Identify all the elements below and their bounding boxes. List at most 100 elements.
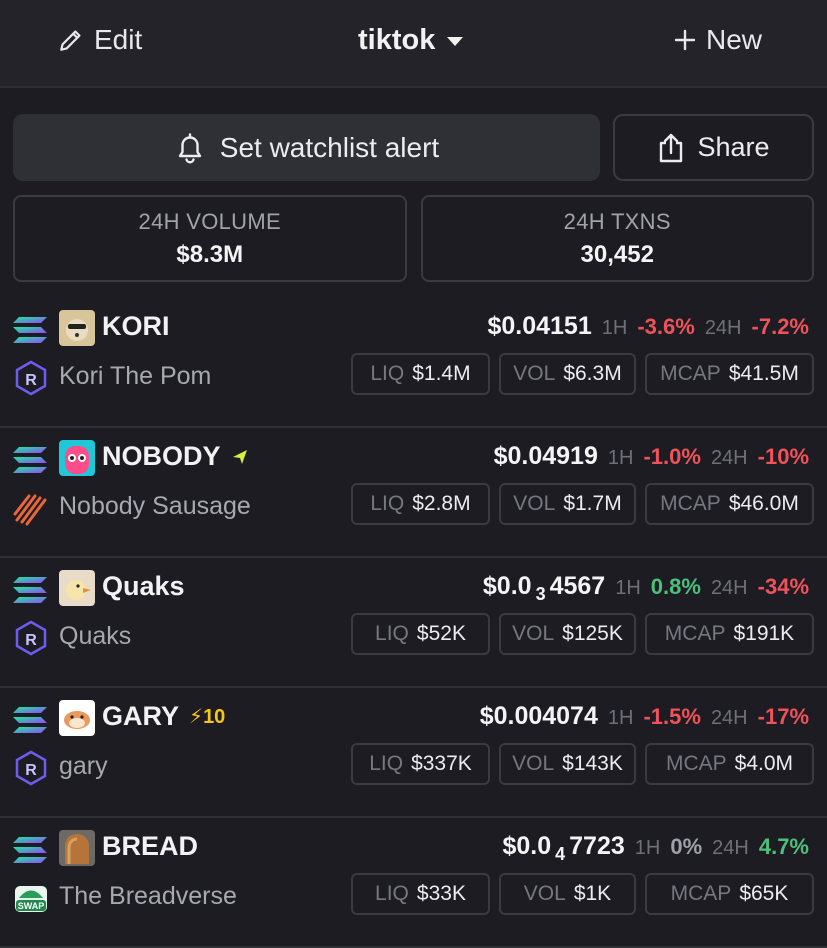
token-price: $0.0 3 4567 xyxy=(483,572,605,605)
change-24h-value: 4.7% xyxy=(758,834,809,859)
token-symbol-group: NOBODY xyxy=(102,441,249,472)
raydium-icon: R xyxy=(13,620,49,656)
volume-chip: VOL $143K xyxy=(499,743,636,785)
liq-value: $337K xyxy=(411,752,472,775)
raydium-icon: R xyxy=(13,750,49,786)
vol-label: VOL xyxy=(513,362,556,385)
token-symbol-group: BREAD xyxy=(102,831,198,862)
token-symbol-group: KORI xyxy=(102,311,170,342)
token-price: $0.0 4 7723 xyxy=(502,832,624,865)
change-1h-label: 1H xyxy=(601,317,628,339)
edit-button[interactable]: Edit xyxy=(58,24,142,56)
solana-icon xyxy=(13,445,49,475)
liq-label: LIQ xyxy=(369,752,404,775)
new-label: New xyxy=(706,24,763,55)
change-1h-label: 1H xyxy=(607,447,634,469)
price-line: $0.04919 1H -1.0% 24H -10% xyxy=(494,442,809,471)
pencil-icon xyxy=(60,30,81,51)
vol-label: VOL xyxy=(523,882,566,905)
mcap-chip: MCAP $4.0M xyxy=(645,743,814,785)
solana-icon xyxy=(13,705,49,735)
svg-text:R: R xyxy=(25,372,37,389)
set-watchlist-alert-button[interactable]: Set watchlist alert xyxy=(13,114,600,181)
metric-chips: LIQ $1.4M VOL $6.3M MCAP $41.5M xyxy=(351,353,814,395)
change-1h-value: -1.5% xyxy=(643,704,701,729)
change-1h-value: -1.0% xyxy=(643,444,701,469)
solana-icon xyxy=(13,315,49,345)
dog-avatar-icon xyxy=(59,310,95,346)
liq-value: $1.4M xyxy=(412,362,471,385)
token-row[interactable]: Quaks R Quaks $0.0 3 4567 1H 0.8% 24H -34% LIQ $52K… xyxy=(0,558,827,688)
alert-label: Set watchlist alert xyxy=(219,131,440,163)
volume-chip: VOL $1K xyxy=(499,873,636,915)
change-24h-label: 24H xyxy=(710,577,748,599)
token-symbol: GARY xyxy=(102,701,180,731)
vol-value: $6.3M xyxy=(563,362,622,385)
mcap-chip: MCAP $65K xyxy=(645,873,814,915)
mcap-chip: MCAP $41.5M xyxy=(645,353,814,395)
change-24h-value: -7.2% xyxy=(751,314,809,339)
change-24h-label: 24H xyxy=(710,447,748,469)
pumpfun-icon xyxy=(13,490,49,526)
token-row[interactable]: NOBODY Nobody Sausage $0.04919 1H -1.0% 24H -1… xyxy=(0,428,827,558)
vol-value: $1.7M xyxy=(563,492,622,515)
actions-bar: Set watchlist alert Share xyxy=(13,114,814,181)
change-1h-value: 0.8% xyxy=(650,574,701,599)
svg-text:R: R xyxy=(25,632,37,649)
price-main: $0.0 xyxy=(502,832,552,860)
liquidity-chip: LIQ $33K xyxy=(351,873,490,915)
token-row[interactable]: BREAD SWAP The Breadverse $0.0 4 7723 1H 0% 24H 4… xyxy=(0,818,827,948)
token-symbol: Quaks xyxy=(102,571,185,601)
share-button[interactable]: Share xyxy=(613,114,814,181)
token-row[interactable]: KORI R Kori The Pom $0.04151 1H -3.6% 24H -7.2%… xyxy=(0,298,827,428)
new-watchlist-button[interactable]: New xyxy=(674,24,762,56)
bread-avatar-icon xyxy=(59,830,95,866)
liq-label: LIQ xyxy=(370,492,405,515)
token-symbol: KORI xyxy=(102,311,170,341)
token-symbol-group: Quaks xyxy=(102,571,185,602)
stats-bar: 24H VOLUME $8.3M 24H TXNS 30,452 xyxy=(13,195,814,282)
txns-label: 24H TXNS xyxy=(563,208,671,234)
price-line: $0.004074 1H -1.5% 24H -17% xyxy=(480,702,809,731)
watchlist-selector[interactable]: tiktok xyxy=(358,24,465,57)
change-1h-value: -3.6% xyxy=(637,314,695,339)
liq-label: LIQ xyxy=(375,882,409,905)
vol-value: $143K xyxy=(562,752,623,775)
price-line: $0.0 3 4567 1H 0.8% 24H -34% xyxy=(483,572,809,605)
mcap-label: MCAP xyxy=(670,882,732,905)
bell-icon xyxy=(178,132,201,163)
volume-chip: VOL $125K xyxy=(499,613,636,655)
change-24h-value: -17% xyxy=(757,704,809,729)
share-label: Share xyxy=(697,132,770,162)
liq-label: LIQ xyxy=(370,362,405,385)
vol-value: $1K xyxy=(573,882,612,905)
vol-label: VOL xyxy=(513,492,556,515)
svg-text:SWAP: SWAP xyxy=(18,901,45,911)
price-main: $0.04919 xyxy=(493,442,598,470)
volume-label: 24H VOLUME xyxy=(138,208,281,234)
token-price: $0.004074 xyxy=(480,702,598,731)
change-1h-label: 1H xyxy=(615,577,641,599)
share-icon xyxy=(660,133,683,162)
token-name: Quaks xyxy=(59,622,132,650)
mcap-label: MCAP xyxy=(660,362,721,385)
change-24h-label: 24H xyxy=(712,837,749,859)
token-symbol: BREAD xyxy=(102,831,199,861)
price-digits: 4567 xyxy=(549,572,606,600)
token-name: gary xyxy=(59,752,108,780)
raydium-icon: R xyxy=(13,360,49,396)
trending-arrow-icon xyxy=(232,449,247,464)
mcap-value: $41.5M xyxy=(728,362,799,385)
price-digits: 7723 xyxy=(569,832,625,860)
vol-label: VOL xyxy=(512,752,555,775)
liq-value: $33K xyxy=(416,882,466,905)
mcap-label: MCAP xyxy=(660,492,721,515)
txns-value: 30,452 xyxy=(580,240,654,268)
vol-value: $125K xyxy=(562,622,623,645)
liquidity-chip: LIQ $1.4M xyxy=(351,353,490,395)
top-bar: Edit tiktok New xyxy=(0,0,827,88)
price-line: $0.04151 1H -3.6% 24H -7.2% xyxy=(487,312,809,341)
change-1h-label: 1H xyxy=(634,837,661,859)
change-24h-value: -34% xyxy=(757,574,809,599)
